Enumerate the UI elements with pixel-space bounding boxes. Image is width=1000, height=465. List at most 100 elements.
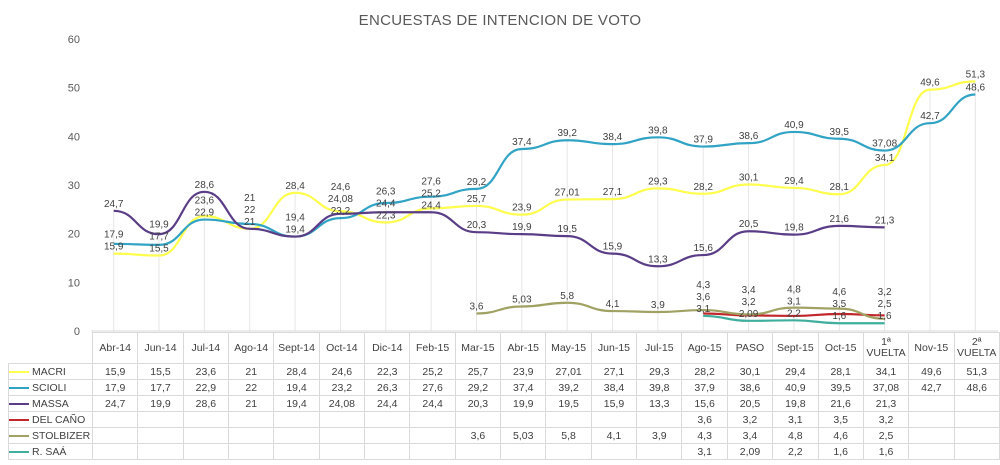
- table-header-row: Abr-14 Jun-14 Jul-14 Ago-14 Sept-14 Oct-14 Dic…: [9, 332, 1000, 364]
- table-cell: [137, 427, 184, 444]
- table-cell: [228, 443, 275, 460]
- table-cell: 21: [228, 395, 275, 412]
- table-cell: 1,6: [817, 443, 864, 460]
- x-tick-label: May-15: [545, 332, 592, 364]
- table-cell: 3,2: [862, 411, 910, 428]
- table-cell: 2,09: [726, 443, 774, 460]
- table-cell: 1,6: [862, 443, 910, 460]
- table-cell: 25,7: [454, 363, 502, 380]
- data-label: 2,5: [878, 299, 892, 310]
- table-cell: 4,3: [681, 427, 728, 444]
- data-label: 3,6: [470, 301, 484, 312]
- table-cell: 19,4: [273, 395, 320, 412]
- legend-swatch: [9, 434, 29, 437]
- table-cell: 27,6: [409, 379, 456, 396]
- table-cell: 20,3: [454, 395, 502, 412]
- table-cell: [908, 395, 955, 412]
- data-label: 15,9: [603, 242, 623, 253]
- data-label: 24,08: [328, 194, 353, 205]
- table-cell: 21: [228, 363, 275, 380]
- data-label: 5,8: [560, 291, 574, 302]
- data-label: 24,7: [104, 199, 124, 210]
- table-cell: 21,6: [817, 395, 864, 412]
- table-cell: 23,9: [500, 363, 547, 380]
- x-tick-label: Jul-14: [182, 332, 230, 364]
- x-tick-label: Abr-14: [91, 332, 139, 364]
- table-cell: [908, 427, 955, 444]
- table-cell: 15,6: [681, 395, 728, 412]
- table-row: DEL CAÑO 3,6 3,2 3,1 3,5 3,2: [8, 411, 1000, 428]
- table-cell: [908, 443, 955, 460]
- table-cell: [590, 443, 638, 460]
- data-label: 20,3: [467, 220, 487, 231]
- legend-label: SCIOLI: [32, 381, 67, 394]
- data-label: 3,1: [696, 304, 710, 315]
- table-cell: 38,6: [726, 379, 774, 396]
- table-row: SCIOLI 17,9 17,7 22,9 22 19,4 23,2 26,3 27,6 29,2…: [8, 379, 1000, 396]
- table-cell: 28,6: [182, 395, 230, 412]
- data-label: 19,9: [149, 220, 169, 231]
- y-tick-label: 40: [68, 131, 80, 143]
- table-cell: 3,1: [681, 443, 728, 460]
- y-tick-label: 10: [68, 277, 80, 289]
- table-row: MACRI 15,9 15,5 23,6 21 28,4 24,6 22,3 25,2 25,7 2…: [8, 363, 1000, 380]
- table-cell: 3,5: [817, 411, 864, 428]
- data-label: 49,6: [920, 78, 940, 89]
- data-label: 38,6: [739, 131, 759, 142]
- data-label: 3,5: [832, 299, 846, 310]
- legend-label: MASSA: [32, 397, 69, 410]
- x-tick-label: Abr-15: [500, 332, 547, 364]
- legend-entry: MASSA: [8, 395, 93, 412]
- data-label: 27,6: [421, 176, 441, 187]
- table-cell: 29,2: [454, 379, 502, 396]
- data-label: 37,08: [872, 139, 897, 150]
- data-label: 1,6: [832, 311, 846, 322]
- x-tick-label: 2ª VUELTA: [953, 332, 1000, 364]
- data-label: 17,9: [104, 230, 124, 241]
- data-label: 13,3: [648, 254, 668, 265]
- data-label: 21: [244, 193, 256, 204]
- data-label: 23,2: [331, 206, 351, 217]
- data-label: 28,2: [693, 182, 713, 193]
- table-cell: 19,5: [545, 395, 592, 412]
- table-cell: [545, 443, 592, 460]
- legend-swatch: [9, 386, 29, 389]
- table-cell: 24,7: [91, 395, 139, 412]
- data-label: 19,9: [512, 222, 532, 233]
- table-cell: 15,9: [91, 363, 139, 380]
- table-cell: 4,8: [772, 427, 819, 444]
- table-cell: [182, 427, 230, 444]
- table-cell: 22,9: [182, 379, 230, 396]
- data-label: 42,7: [920, 111, 940, 122]
- table-cell: 19,9: [137, 395, 184, 412]
- table-cell: 40,9: [772, 379, 819, 396]
- table-cell: 21,3: [862, 395, 910, 412]
- table-cell: 27,01: [545, 363, 592, 380]
- table-cell: 20,5: [726, 395, 774, 412]
- data-label: 38,4: [603, 132, 623, 143]
- x-tick-label: Jul-15: [636, 332, 683, 364]
- table-cell: 19,4: [273, 379, 320, 396]
- data-label: 51,3: [966, 69, 986, 80]
- data-label: 27,1: [603, 187, 623, 198]
- x-tick-label: Sept-15: [772, 332, 819, 364]
- legend-entry: MACRI: [8, 363, 93, 380]
- x-tick-label: Ago-14: [228, 332, 275, 364]
- table-cell: [273, 443, 320, 460]
- legend-entry: DEL CAÑO: [8, 411, 93, 428]
- table-cell: 3,2: [726, 411, 774, 428]
- table-cell: 38,4: [590, 379, 638, 396]
- data-label: 4,6: [832, 287, 846, 298]
- table-cell: 24,6: [318, 363, 366, 380]
- data-label: 22: [244, 205, 256, 216]
- data-label: 15,6: [693, 243, 713, 254]
- y-tick-label: 30: [68, 180, 80, 192]
- table-cell: 37,9: [681, 379, 728, 396]
- table-cell: 3,4: [726, 427, 774, 444]
- data-label: 27,01: [555, 188, 580, 199]
- table-cell: 30,1: [726, 363, 774, 380]
- table-cell: 15,9: [590, 395, 638, 412]
- table-cell: [91, 443, 139, 460]
- table-cell: [409, 443, 456, 460]
